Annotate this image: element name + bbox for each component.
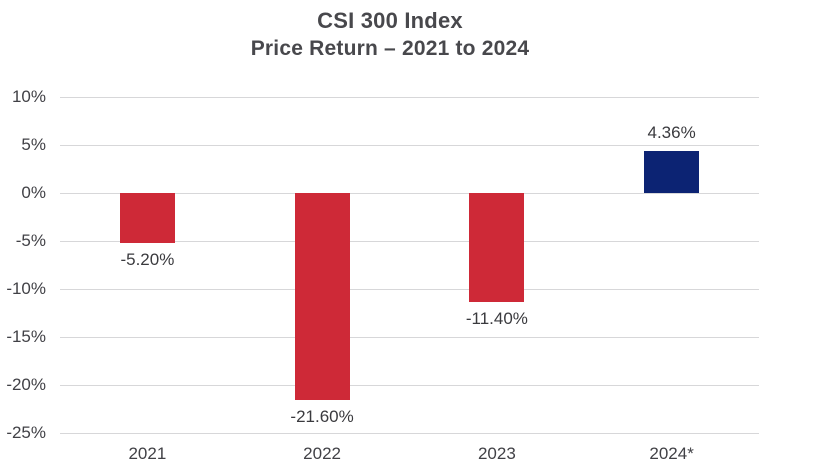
- y-axis-tick-label: -15%: [6, 327, 46, 346]
- x-axis-tick-label-2023: 2023: [477, 444, 516, 463]
- chart-subtitle: Price Return – 2021 to 2024: [250, 37, 530, 60]
- y-axis-tick-label: 10%: [11, 87, 46, 106]
- bar-value-label-2022: -21.60%: [290, 407, 354, 427]
- bar-value-label-2023: -11.40%: [465, 309, 528, 329]
- y-axis-tick-label: 5%: [21, 135, 46, 154]
- y-gridline: [60, 241, 759, 242]
- x-axis-tick-label-2022: 2022: [303, 444, 341, 463]
- bar-2022: [294, 193, 350, 401]
- y-axis-tick-label: -20%: [6, 375, 46, 394]
- y-gridline: [60, 97, 759, 98]
- x-axis-tick-label-2024: 2024*: [649, 444, 694, 463]
- bar-2023: [469, 193, 525, 303]
- y-gridline: [60, 193, 759, 194]
- chart-title: CSI 300 Index: [317, 8, 463, 33]
- y-gridline: [60, 385, 759, 386]
- chart-header: CSI 300 Index Price Return – 2021 to 202…: [0, 7, 780, 62]
- x-axis-tick-label-2021: 2021: [128, 444, 167, 463]
- bar-2024: [644, 151, 700, 193]
- y-gridline: [60, 433, 759, 434]
- y-gridline: [60, 145, 759, 146]
- bar-value-label-2021: -5.20%: [120, 249, 175, 269]
- bar-value-label-2024: 4.36%: [647, 123, 696, 143]
- y-axis-tick-label: -25%: [6, 423, 46, 442]
- bar-2021: [119, 193, 175, 243]
- y-gridline: [60, 337, 759, 338]
- y-axis-tick-label: -10%: [6, 279, 46, 298]
- y-axis-tick-label: 0%: [21, 183, 46, 202]
- y-gridline: [60, 289, 759, 290]
- y-axis-tick-label: -5%: [15, 231, 46, 250]
